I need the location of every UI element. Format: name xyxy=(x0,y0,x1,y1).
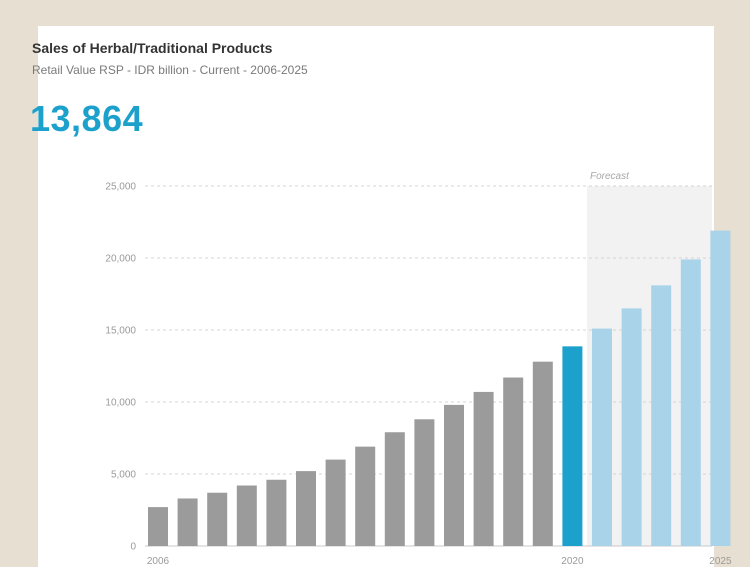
bar xyxy=(177,498,198,546)
bar xyxy=(651,285,672,546)
bar xyxy=(148,507,168,546)
y-tick-label: 10,000 xyxy=(105,398,136,409)
x-tick-label: 2006 xyxy=(147,556,170,567)
bar xyxy=(236,485,257,546)
bar xyxy=(266,479,287,546)
forecast-label: Forecast xyxy=(590,171,630,182)
bar xyxy=(503,377,524,546)
bar xyxy=(296,471,316,546)
bar xyxy=(562,346,583,546)
bar xyxy=(355,446,376,546)
y-tick-label: 5,000 xyxy=(111,470,136,481)
bar xyxy=(532,361,553,546)
bar xyxy=(444,404,464,546)
bar xyxy=(621,308,642,546)
y-tick-label: 15,000 xyxy=(105,326,136,337)
chart-title: Sales of Herbal/Traditional Products xyxy=(32,40,273,56)
bar xyxy=(325,459,346,546)
y-tick-label: 0 xyxy=(130,542,136,553)
bar xyxy=(473,391,494,546)
bar xyxy=(384,432,405,546)
bar xyxy=(680,259,701,546)
headline-value: 13,864 xyxy=(30,98,144,139)
x-tick-label: 2020 xyxy=(561,556,584,567)
chart-subtitle: Retail Value RSP - IDR billion - Current… xyxy=(32,63,308,77)
bar xyxy=(592,328,612,546)
y-tick-label: 20,000 xyxy=(105,254,136,265)
bar xyxy=(710,230,731,546)
bar xyxy=(207,492,228,546)
y-tick-label: 25,000 xyxy=(105,182,136,193)
bar xyxy=(414,419,435,546)
x-tick-label: 2025 xyxy=(709,556,732,567)
